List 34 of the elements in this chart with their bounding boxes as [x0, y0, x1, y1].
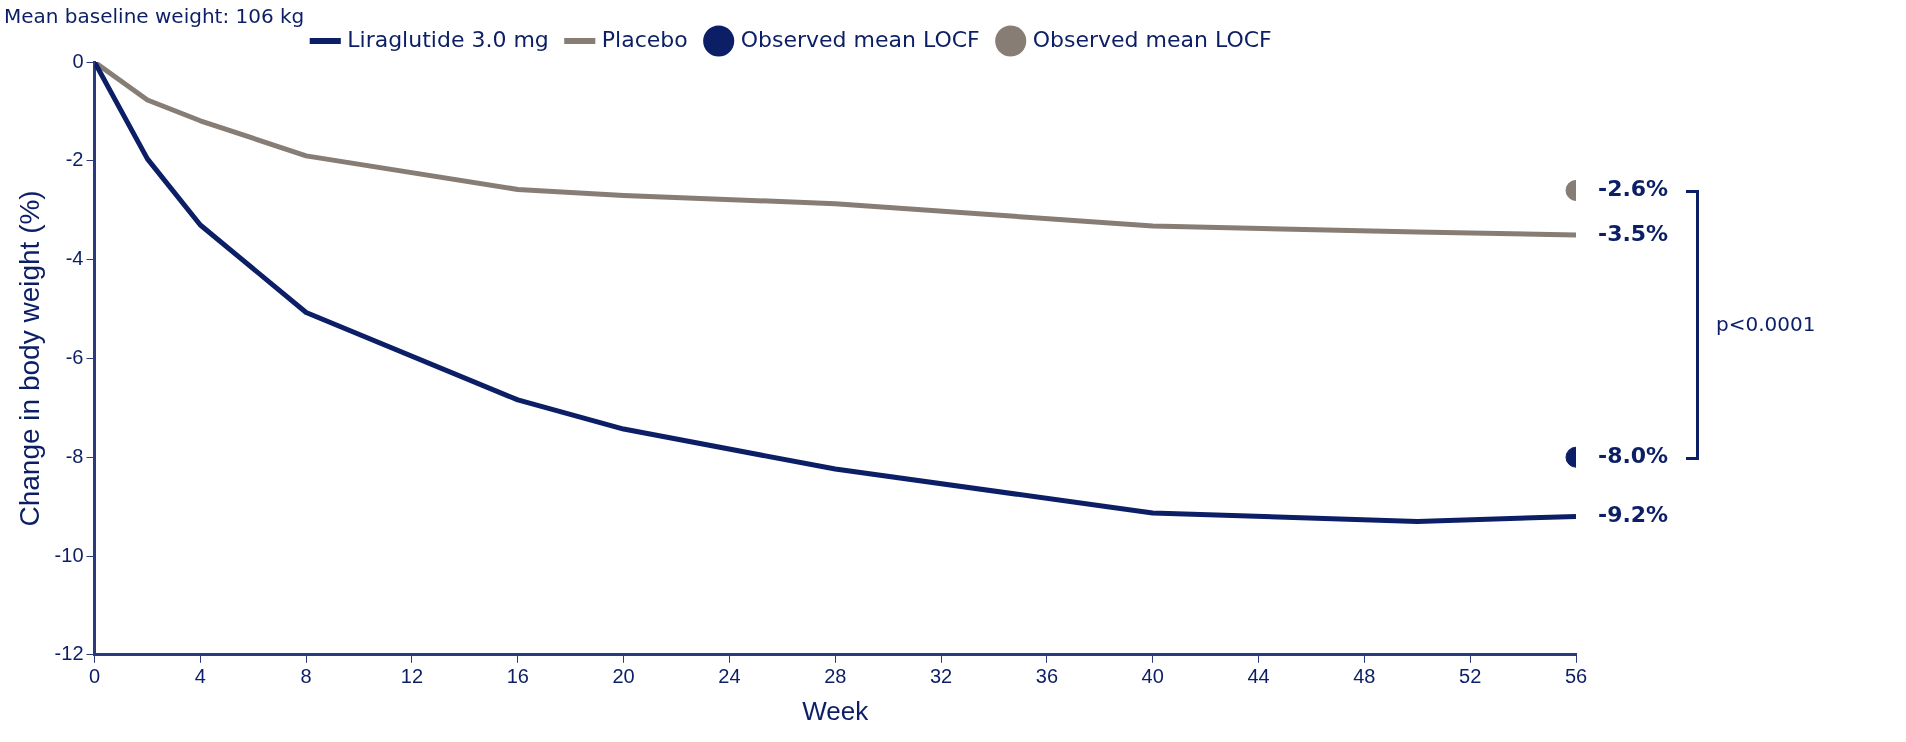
y-axis-title: Change in body weight (%) [13, 190, 45, 527]
y-tick-label: -12 [54, 642, 84, 665]
x-tick-label: 8 [300, 665, 312, 688]
x-tick-label: 44 [1247, 665, 1270, 688]
x-tick-label: 40 [1141, 665, 1164, 688]
legend-label: Observed mean LOCF [1032, 26, 1272, 52]
y-tick-label: -6 [65, 345, 84, 368]
legend-label: Placebo [601, 26, 688, 52]
x-tick-label: 4 [194, 665, 206, 688]
legend-label: Liraglutide 3.0 mg [347, 26, 549, 52]
text: p<0.0001 [1716, 311, 1816, 336]
y-tick-label: 0 [72, 49, 84, 72]
x-tick-label: 0 [88, 665, 101, 688]
x-tick-label: 56 [1564, 665, 1588, 688]
legend-label: Observed mean LOCF [740, 26, 980, 52]
y-tick-label: -8 [65, 444, 84, 467]
data-label: -8.0% [1598, 442, 1669, 468]
x-tick-label: 48 [1353, 665, 1376, 688]
data-label: -2.6% [1598, 176, 1669, 202]
x-tick-label: 24 [718, 665, 741, 688]
y-tick-label: -10 [54, 543, 84, 566]
text: Mean baseline weight: 106 kg [4, 4, 305, 28]
data-label: -9.2% [1598, 502, 1669, 528]
x-tick-label: 28 [824, 665, 847, 688]
data-label: -3.5% [1598, 220, 1669, 246]
x-tick-label: 52 [1459, 665, 1482, 688]
x-tick-label: 20 [612, 665, 635, 688]
x-tick-label: 32 [929, 665, 953, 688]
x-axis-title: Week [802, 695, 870, 726]
x-tick-label: 36 [1035, 665, 1059, 688]
y-tick-label: -2 [65, 148, 84, 171]
y-tick-label: -4 [65, 247, 84, 270]
x-tick-label: 12 [400, 665, 424, 688]
x-tick-label: 16 [506, 665, 529, 688]
